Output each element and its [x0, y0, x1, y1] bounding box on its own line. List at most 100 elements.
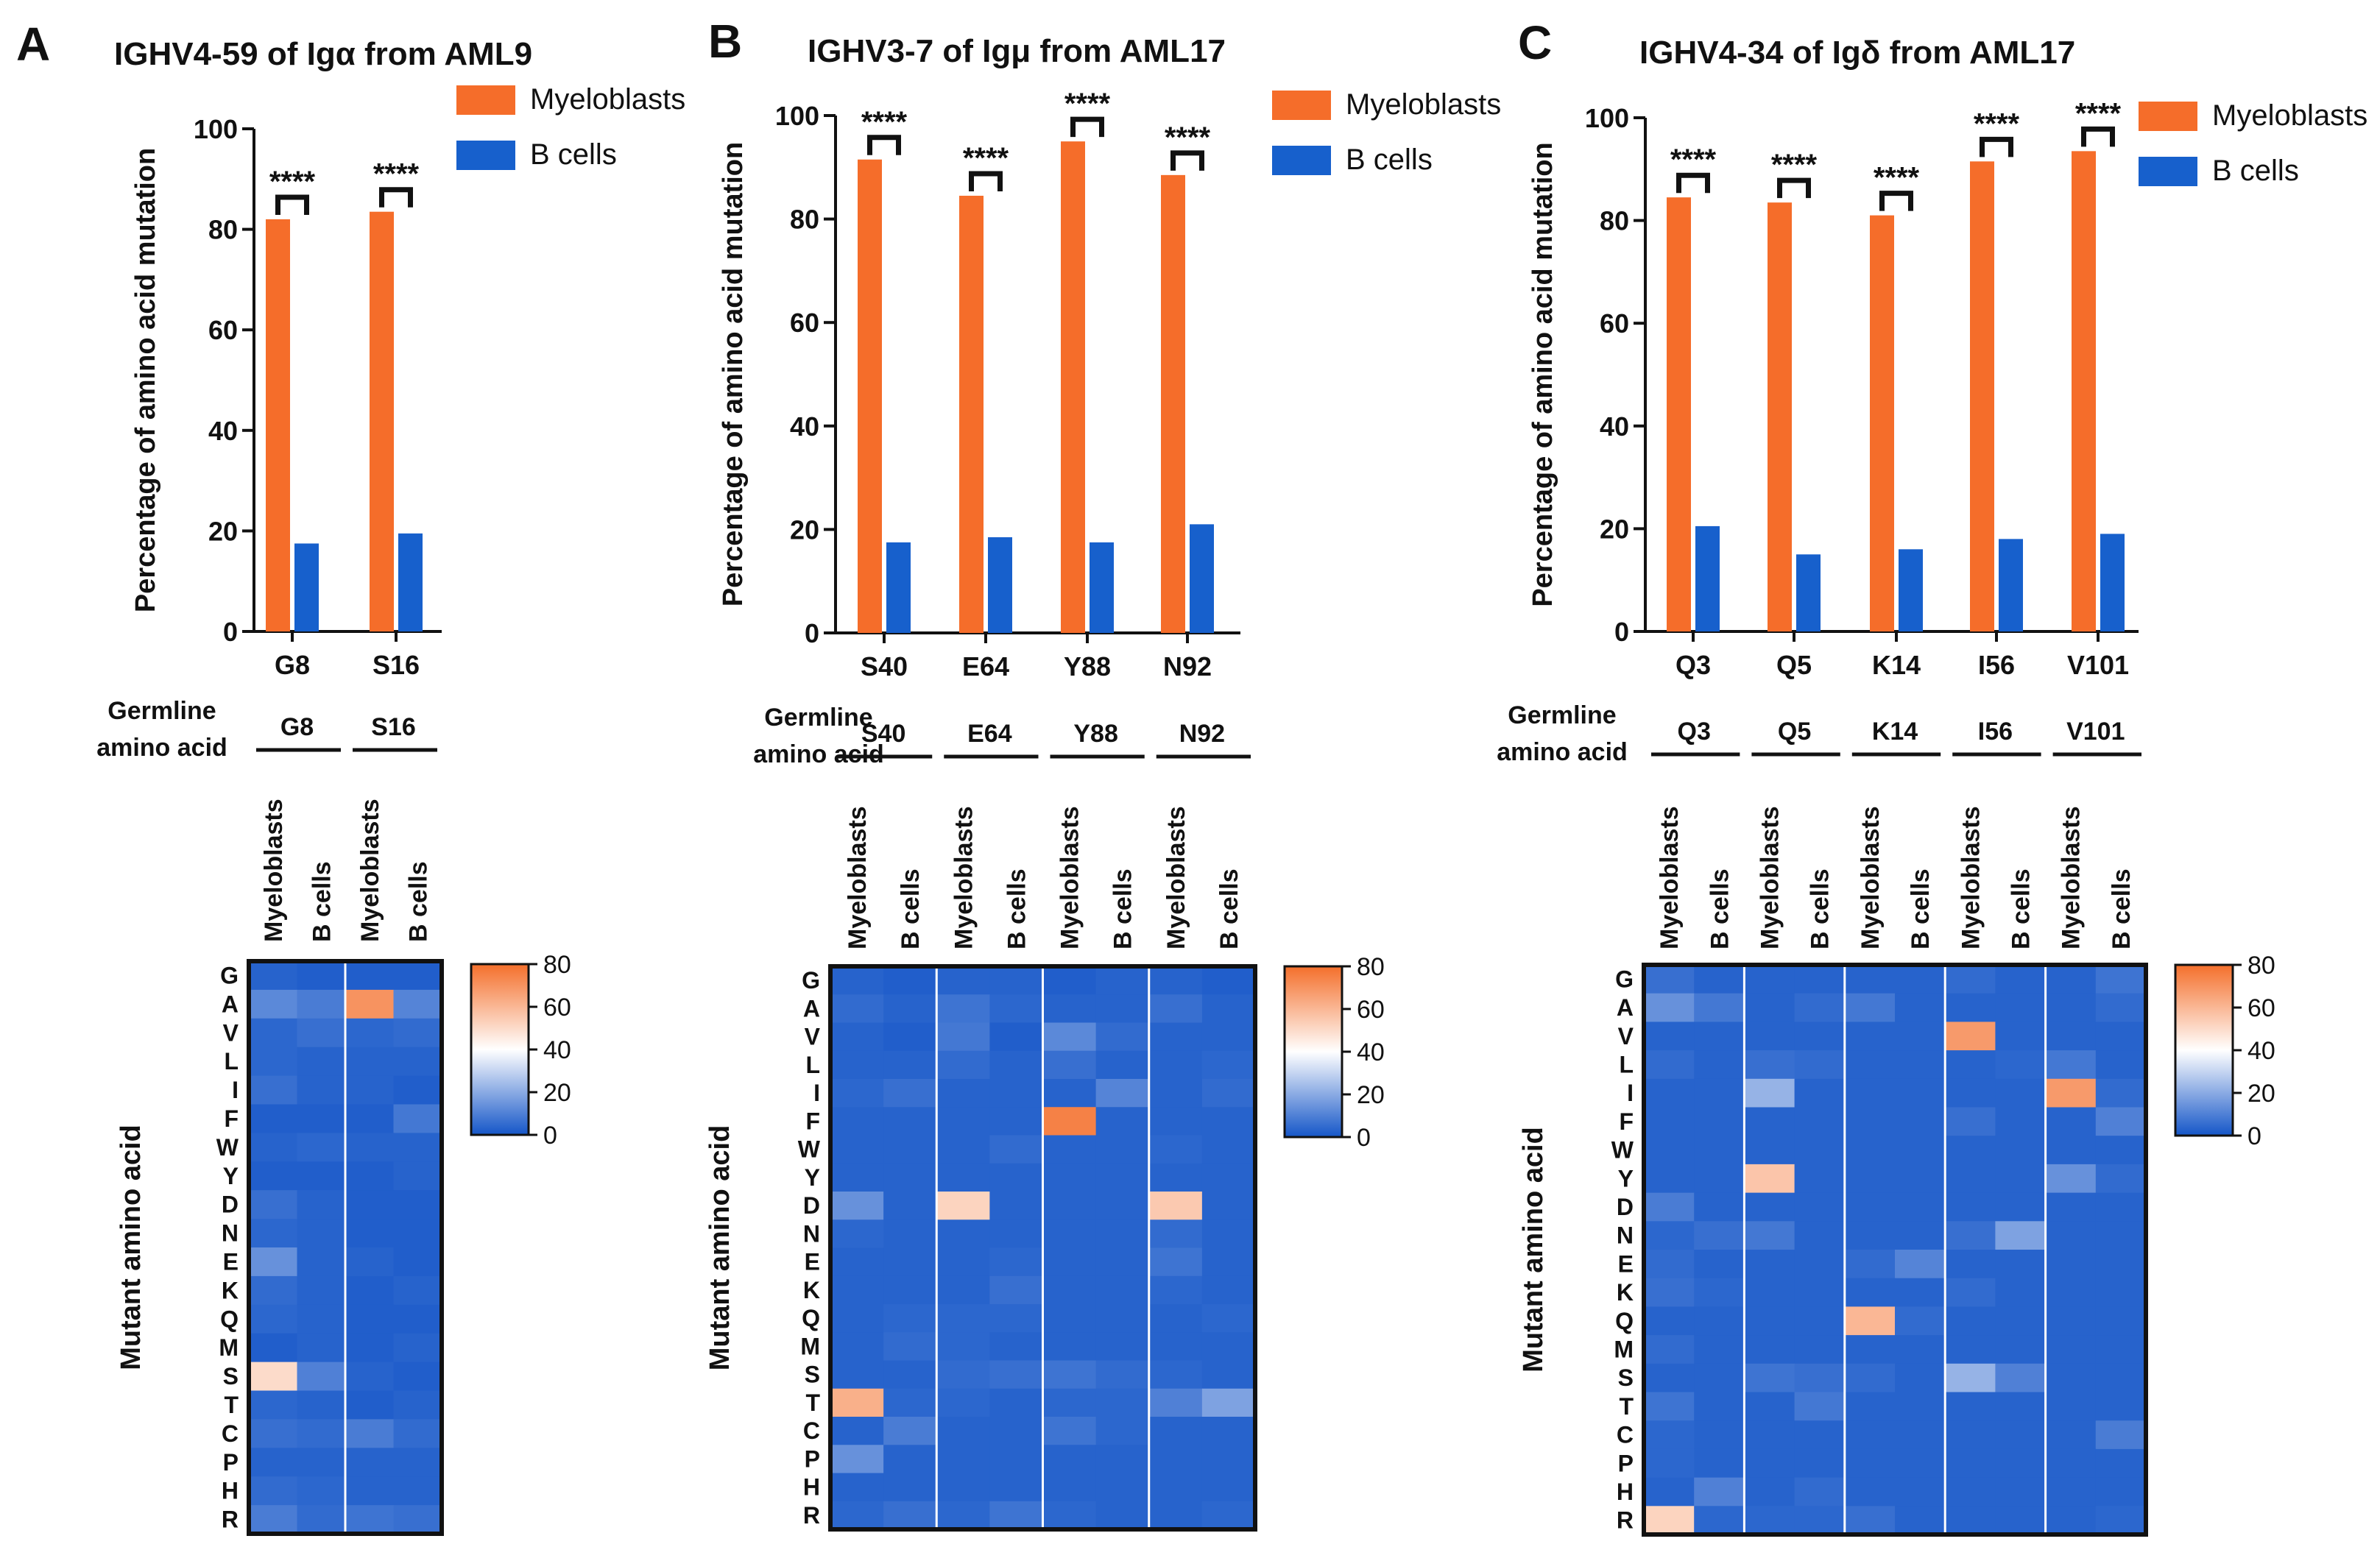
heatmap-cell-y-9 [2095, 1164, 2147, 1194]
x-tick-label: N92 [1163, 651, 1212, 682]
heatmap-cell-f-2 [345, 1104, 395, 1133]
heatmap-row-label: A [1617, 994, 1634, 1021]
heatmap-cell-h-0 [830, 1473, 884, 1502]
heatmap-cell-l-0 [1644, 1050, 1695, 1080]
heatmap-cell-r-3 [989, 1501, 1044, 1530]
heatmap-cell-m-6 [1945, 1335, 1996, 1364]
heatmap-cell-q-0 [1644, 1306, 1695, 1336]
x-tick-label: S40 [861, 651, 908, 682]
heatmap-cell-n-0 [249, 1219, 298, 1248]
colorbar-tick-label: 60 [543, 994, 571, 1022]
heatmap-row-label: E [223, 1248, 239, 1275]
heatmap-column-label: B cells [308, 861, 336, 942]
heatmap-cell-e-9 [2095, 1250, 2147, 1279]
heatmap-cell-i-7 [1201, 1079, 1256, 1108]
heatmap-column-label: B cells [2108, 868, 2136, 949]
heatmap-cell-y-1 [297, 1161, 346, 1191]
heatmap-cell-i-0 [249, 1075, 298, 1105]
heatmap-cell-r-2 [1744, 1506, 1795, 1535]
significance-label: **** [1670, 144, 1717, 176]
heatmap-cell-r-7 [1995, 1506, 2047, 1535]
heatmap-row-label: Q [802, 1305, 820, 1331]
heatmap-column-label: Myeloblasts [1056, 806, 1084, 949]
x-tick-label: Q3 [1675, 650, 1711, 680]
heatmap-cell-v-1 [883, 1022, 937, 1052]
heatmap-cell-g-2 [936, 966, 990, 995]
heatmap-column-label: B cells [1807, 868, 1835, 949]
heatmap-cell-t-5 [1895, 1392, 1946, 1421]
heatmap-cell-q-5 [1895, 1306, 1946, 1336]
heatmap-cell-h-7 [1201, 1473, 1256, 1502]
heatmap-cell-m-1 [1694, 1335, 1745, 1364]
heatmap-cell-v-2 [1744, 1022, 1795, 1051]
heatmap-cell-w-3 [989, 1135, 1044, 1164]
heatmap-cell-m-5 [1895, 1335, 1946, 1364]
heatmap-cell-p-1 [1694, 1448, 1745, 1479]
heatmap-column-label: Myeloblasts [1857, 806, 1885, 949]
y-tick-label: 60 [208, 315, 238, 345]
heatmap-cell-h-5 [1895, 1477, 1946, 1507]
heatmap-cell-q-6 [1945, 1306, 1996, 1336]
heatmap-cell-t-3 [393, 1390, 442, 1420]
heatmap-cell-h-1 [883, 1473, 937, 1502]
heatmap-row-label: H [1617, 1479, 1634, 1505]
heatmap-column-label: Myeloblasts [844, 806, 872, 949]
heatmap-cell-n-3 [1794, 1221, 1846, 1250]
heatmap-cell-q-7 [1201, 1304, 1256, 1333]
heatmap-cell-s-6 [1945, 1363, 1996, 1393]
heatmap-row-label: V [805, 1024, 821, 1050]
heatmap-row-label: W [1611, 1137, 1634, 1164]
heatmap-cell-e-7 [1201, 1247, 1256, 1277]
bar-bcells-s40 [886, 542, 911, 633]
heatmap-cell-i-1 [297, 1075, 346, 1105]
heatmap-cell-f-5 [1095, 1107, 1150, 1136]
heatmap-cell-k-8 [2045, 1278, 2097, 1307]
heatmap-cell-w-1 [883, 1135, 937, 1164]
heatmap-cell-d-9 [2095, 1192, 2147, 1222]
y-tick-label: 80 [790, 205, 819, 235]
legend-swatch-myeloblasts [2139, 102, 2197, 131]
heatmap-cell-e-3 [1794, 1250, 1846, 1279]
significance-bracket [379, 187, 413, 208]
legend-swatch-bcells [2139, 157, 2197, 186]
heatmap-cell-n-5 [1895, 1221, 1946, 1250]
heatmap-cell-i-5 [1895, 1078, 1946, 1108]
heatmap-cell-m-3 [989, 1332, 1044, 1362]
heatmap-cell-f-6 [1148, 1107, 1203, 1136]
heatmap-column-label: B cells [1215, 868, 1243, 949]
bar-bcells-i56 [1999, 539, 2023, 631]
heatmap-cell-s-2 [345, 1362, 395, 1392]
heatmap-row-label: T [805, 1390, 820, 1416]
heatmap-cell-t-8 [2045, 1392, 2097, 1421]
heatmap-row-label: W [216, 1134, 239, 1161]
heatmap-row-label: Q [1615, 1308, 1634, 1334]
heatmap-cell-k-9 [2095, 1278, 2147, 1307]
heatmap-cell-y-0 [1644, 1164, 1695, 1194]
heatmap-row-label: I [813, 1080, 820, 1106]
colorbar [1283, 965, 1343, 1139]
heatmap-cell-s-7 [1201, 1360, 1256, 1390]
y-tick-label: 60 [790, 308, 819, 338]
heatmap-cell-d-0 [1644, 1192, 1695, 1222]
heatmap-cell-w-1 [1694, 1136, 1745, 1165]
heatmap-cell-l-4 [1844, 1050, 1896, 1080]
heatmap-cell-i-3 [1794, 1078, 1846, 1108]
heatmap-cell-a-2 [1744, 993, 1795, 1022]
heatmap-cell-q-4 [1844, 1306, 1896, 1336]
heatmap-cell-l-5 [1095, 1050, 1150, 1080]
heatmap-cell-n-6 [1148, 1219, 1203, 1249]
heatmap-cell-d-2 [1744, 1192, 1795, 1222]
x-tick-label: V101 [2067, 650, 2129, 680]
germline-group-label: S40 [861, 720, 906, 748]
heatmap-cell-w-2 [345, 1133, 395, 1162]
heatmap-cell-k-6 [1148, 1275, 1203, 1305]
heatmap-cell-s-3 [989, 1360, 1044, 1390]
heatmap-cell-c-4 [1844, 1420, 1896, 1450]
heatmap-cell-c-1 [297, 1419, 346, 1448]
heatmap-cell-i-8 [2045, 1078, 2097, 1108]
heatmap-cell-v-4 [1042, 1022, 1097, 1052]
heatmap-cell-n-2 [1744, 1221, 1795, 1250]
heatmap-cell-k-2 [1744, 1278, 1795, 1307]
heatmap-cell-i-9 [2095, 1078, 2147, 1108]
heatmap-cell-e-2 [1744, 1250, 1795, 1279]
